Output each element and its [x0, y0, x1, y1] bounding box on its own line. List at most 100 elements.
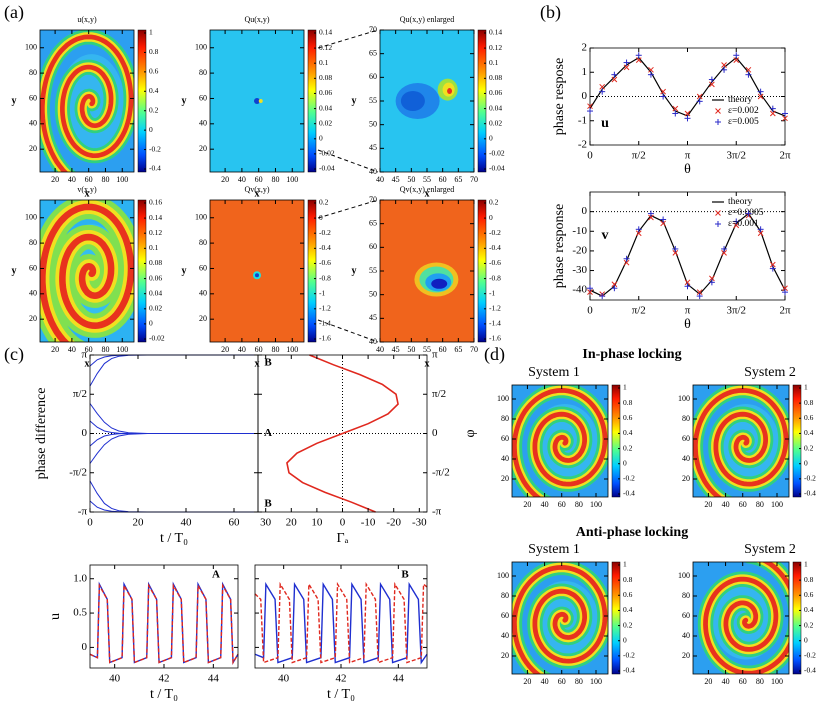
data-point: [684, 279, 691, 286]
phase-curve: [89, 500, 258, 513]
x-tick-label: 0: [587, 305, 593, 317]
x-tick-label: 80: [575, 677, 583, 686]
wave-front: [703, 562, 789, 674]
x-axis-label: x: [85, 188, 90, 199]
plot-frame: [511, 384, 609, 498]
y-tick-label: 0: [432, 427, 438, 439]
y-tick-label: 100: [25, 213, 37, 222]
colorbar-label: -1.4: [319, 319, 331, 328]
x-tick-label: 20: [221, 345, 229, 354]
x-tick-label: 20: [523, 677, 531, 686]
marker-stroke: [635, 230, 642, 237]
colorbar: [137, 199, 147, 343]
colorbar-label: -0.4: [623, 489, 635, 498]
heatmap-image: [512, 385, 608, 497]
colorbar-label: -0.6: [319, 258, 331, 267]
y-tick-label: 40: [682, 631, 690, 640]
colorbar-label: -0.04: [489, 164, 505, 173]
y-tick-label: 70: [369, 25, 377, 34]
marker-stroke: [733, 57, 740, 63]
colorbar-label: 0.12: [319, 43, 332, 52]
y-tick-label: 80: [199, 68, 207, 77]
heatmap-spot: [255, 273, 259, 278]
colorbar-label: 0.08: [319, 73, 332, 82]
data-point: [635, 230, 642, 237]
legend-symbol: [715, 119, 721, 125]
colorbar-label: 0.12: [149, 228, 162, 237]
colorbar-label: -0.2: [319, 228, 331, 237]
x-tick-label: 55: [423, 345, 431, 354]
marker-stroke: [769, 110, 776, 117]
data-point: [623, 259, 630, 266]
x-tick-label: 60: [85, 175, 93, 184]
x-tick-label: 80: [271, 345, 279, 354]
y-tick-label: 60: [369, 72, 377, 81]
wave-front: [40, 34, 134, 172]
data-point: [721, 250, 727, 256]
x-tick-label: 80: [756, 500, 764, 509]
y-tick-label: 40: [29, 119, 37, 128]
legend-label: ε=0.002: [728, 106, 759, 116]
y-tick-label: π: [81, 349, 87, 361]
x-tick-label: 80: [756, 677, 764, 686]
marker-stroke: [782, 115, 788, 122]
y-tick-label: 50: [369, 119, 377, 128]
colorbar-label: -1: [319, 288, 325, 297]
colorbar-label: 0.8: [623, 398, 633, 407]
y-tick-label: 60: [29, 93, 37, 102]
data-point: [733, 218, 740, 225]
colorbar-label: -0.6: [489, 258, 501, 267]
colorbar-label: -0.04: [319, 164, 335, 173]
x-tick-label: 60: [739, 500, 747, 509]
y-axis-label: y: [12, 265, 17, 276]
x-tick-label: 60: [439, 175, 447, 184]
y-axis-label: phase response: [552, 204, 567, 288]
y-tick-label: 40: [369, 337, 377, 346]
data-point: [647, 71, 654, 78]
marker-stroke: [587, 289, 593, 295]
system-label: System 2: [744, 365, 796, 380]
x-axis-label: x: [255, 188, 260, 199]
colorbar-label: 0.02: [319, 118, 332, 127]
phase-curve: [89, 480, 258, 513]
y-tick-label: 70: [369, 195, 377, 204]
colorbar-label: 0.02: [149, 303, 162, 312]
colorbar-label: 0.2: [489, 198, 499, 207]
x-tick-label: 44: [393, 673, 405, 685]
y-tick-label: 80: [682, 591, 690, 600]
x-tick-label: 42: [336, 673, 347, 685]
y-tick-label: 2: [582, 42, 588, 54]
plot-title: v(x,y): [77, 185, 97, 194]
colorbar-label: 0.2: [623, 620, 633, 629]
x-tick-label: 80: [101, 175, 109, 184]
x-tick-label: 100: [116, 175, 128, 184]
y-tick-label: 45: [369, 313, 377, 322]
x-axis-label: t / T₀: [150, 687, 178, 702]
y-tick-label: 0: [582, 90, 588, 102]
marker-stroke: [696, 289, 703, 295]
colorbar: [307, 199, 317, 343]
x-tick-label: π/2: [632, 150, 646, 162]
y-tick-label: -1: [578, 114, 587, 126]
gamma-curve: [286, 354, 399, 513]
legend-label: ε=0.005: [728, 117, 759, 127]
section-title: In-phase locking: [582, 347, 681, 362]
x-tick-label: 60: [85, 345, 93, 354]
y-tick-label: 80: [501, 591, 509, 600]
point-label: A: [264, 427, 272, 439]
colorbar-label: 0.12: [489, 43, 502, 52]
y-tick-label: -π: [432, 506, 442, 518]
colorbar: [792, 384, 802, 498]
zoom-line: [317, 319, 379, 343]
y-tick-label: 45: [369, 143, 377, 152]
plot-frame: [692, 384, 790, 498]
marker-stroke: [672, 250, 679, 256]
colorbar: [477, 199, 487, 343]
data-point: [782, 285, 788, 292]
colorbar-label: 0.2: [623, 443, 633, 452]
x-tick-label: 60: [229, 517, 241, 529]
marker-stroke: [611, 76, 618, 83]
data-point: [709, 275, 715, 282]
colorbar-label: 0.06: [149, 273, 162, 282]
data-point: [611, 76, 618, 83]
